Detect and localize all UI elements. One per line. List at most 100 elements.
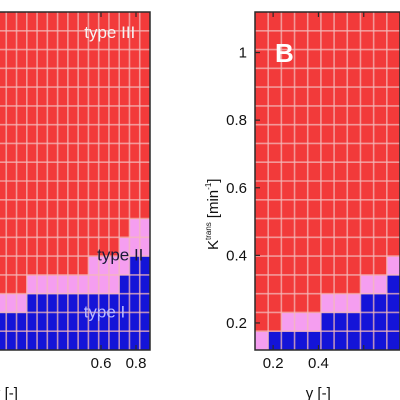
heatmap-cell-type-iii: [0, 237, 7, 257]
heatmap-cell-type-iii: [360, 87, 375, 107]
heatmap-cell-type-iii: [360, 162, 375, 182]
heatmap-cell-type-iii: [373, 68, 388, 88]
heatmap-cell-type-iii: [294, 12, 309, 32]
heatmap-cell-type-iii: [373, 143, 388, 163]
heatmap-cell-type-iii: [281, 274, 295, 295]
heatmap-cell-type-i: [57, 293, 69, 313]
heatmap-cell-type-iii: [307, 162, 322, 182]
heatmap-cell-type-iii: [0, 12, 7, 32]
heatmap-cell-type-i: [386, 274, 400, 295]
heatmap-cell-type-iii: [108, 218, 120, 238]
heatmap-cell-type-iii: [37, 68, 48, 88]
heatmap-cell-type-iii: [78, 181, 89, 201]
heatmap-cell-type-iii: [0, 256, 7, 276]
heatmap-cell-type-iii: [386, 181, 400, 201]
heatmap-cell-type-iii: [0, 30, 7, 50]
heatmap-cell-type-iii: [294, 199, 309, 219]
heatmap-cell-type-ii: [255, 331, 269, 351]
heatmap-cell-type-iii: [320, 87, 335, 107]
heatmap-cell-type-i: [67, 312, 79, 332]
heatmap-cell-type-iii: [6, 30, 17, 50]
heatmap-cell-type-iii: [119, 12, 130, 32]
heatmap-cell-type-iii: [26, 124, 38, 144]
heatmap-cell-type-iii: [255, 68, 269, 88]
heatmap-cell-type-iii: [16, 87, 28, 107]
heatmap-cell-type-iii: [6, 181, 17, 201]
heatmap-cell-type-iii: [98, 49, 110, 69]
heatmap-cell-type-iii: [307, 12, 322, 32]
heatmap-cell-type-iii: [6, 105, 17, 126]
panel-a-x-ticks: 0.6 0.8: [91, 12, 146, 372]
heatmap-cell-type-iii: [0, 105, 7, 126]
heatmap-cell-type-iii: [108, 49, 120, 69]
heatmap-cell-type-iii: [6, 237, 17, 257]
heatmap-cell-type-iii: [16, 143, 28, 163]
heatmap-cell-type-i: [320, 331, 335, 351]
heatmap-cell-type-iii: [16, 68, 28, 88]
heatmap-cell-type-iii: [67, 68, 79, 88]
heatmap-cell-type-iii: [294, 124, 309, 144]
heatmap-cell-type-iii: [307, 237, 322, 257]
heatmap-cell-type-iii: [0, 274, 7, 295]
heatmap-cell-type-iii: [294, 293, 309, 313]
heatmap-cell-type-iii: [139, 181, 151, 201]
heatmap-cell-type-iii: [67, 237, 79, 257]
heatmap-cell-type-iii: [108, 30, 120, 50]
heatmap-cell-type-iii: [373, 87, 388, 107]
heatmap-cell-type-iii: [360, 218, 375, 238]
heatmap-cell-type-iii: [360, 68, 375, 88]
heatmap-cell-type-iii: [78, 68, 89, 88]
heatmap-cell-type-iii: [268, 274, 282, 295]
heatmap-cell-type-i: [57, 312, 69, 332]
heatmap-cell-type-iii: [119, 105, 130, 126]
heatmap-cell-type-iii: [386, 162, 400, 182]
heatmap-cell-type-iii: [47, 199, 58, 219]
heatmap-cell-type-iii: [78, 143, 89, 163]
heatmap-cell-type-iii: [57, 105, 69, 126]
heatmap-cell-type-iii: [108, 143, 120, 163]
heatmap-cell-type-iii: [307, 68, 322, 88]
heatmap-cell-type-iii: [281, 181, 295, 201]
heatmap-cell-type-iii: [255, 199, 269, 219]
heatmap-cell-type-iii: [268, 162, 282, 182]
heatmap-cell-type-iii: [373, 124, 388, 144]
heatmap-cell-type-i: [119, 312, 130, 332]
heatmap-cell-type-i: [6, 331, 17, 351]
x-tick-label: 0.2: [263, 355, 284, 372]
heatmap-cell-type-iii: [307, 199, 322, 219]
heatmap-cell-type-iii: [47, 49, 58, 69]
heatmap-cell-type-i: [360, 293, 375, 313]
heatmap-cell-type-i: [88, 312, 100, 332]
heatmap-cell-type-iii: [119, 162, 130, 182]
heatmap-cell-type-iii: [16, 105, 28, 126]
heatmap-cell-type-iii: [386, 218, 400, 238]
heatmap-cell-type-iii: [78, 218, 89, 238]
heatmap-cell-type-ii: [26, 274, 38, 295]
heatmap-cell-type-iii: [98, 12, 110, 32]
heatmap-cell-type-ii: [98, 274, 110, 295]
heatmap-cell-type-ii: [57, 274, 69, 295]
heatmap-cell-type-i: [268, 331, 282, 351]
heatmap-cell-type-iii: [386, 199, 400, 219]
y-tick-label: 1: [239, 45, 247, 62]
heatmap-cell-type-ii: [373, 274, 388, 295]
heatmap-cell-type-iii: [26, 256, 38, 276]
heatmap-cell-type-iii: [16, 124, 28, 144]
heatmap-cell-type-iii: [6, 12, 17, 32]
heatmap-cell-type-iii: [360, 105, 375, 126]
heatmap-cell-type-iii: [78, 87, 89, 107]
heatmap-cell-type-iii: [16, 199, 28, 219]
heatmap-cell-type-iii: [255, 237, 269, 257]
heatmap-cell-type-iii: [119, 68, 130, 88]
heatmap-cell-type-iii: [347, 162, 361, 182]
heatmap-cell-type-i: [119, 331, 130, 351]
heatmap-cell-type-iii: [129, 105, 141, 126]
heatmap-cell-type-iii: [47, 256, 58, 276]
heatmap-cell-type-iii: [47, 124, 58, 144]
panel-a-region-labels: type III type II type I: [84, 23, 144, 322]
heatmap-cell-type-iii: [57, 162, 69, 182]
heatmap-cell-type-iii: [88, 105, 100, 126]
heatmap-cell-type-i: [88, 331, 100, 351]
heatmap-cell-type-iii: [139, 30, 151, 50]
